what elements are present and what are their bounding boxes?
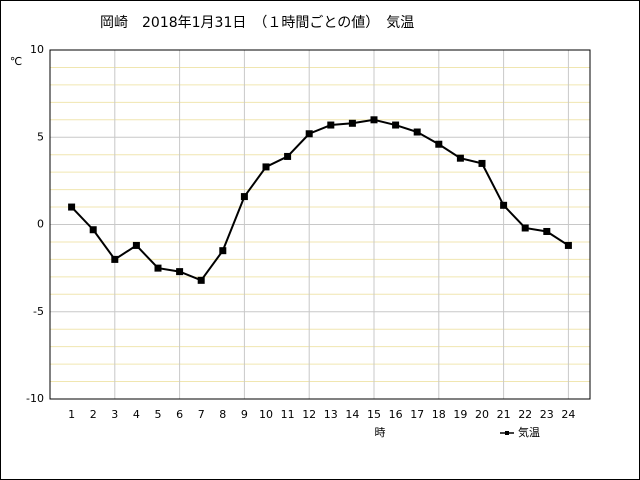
legend-label: 気温: [518, 425, 540, 439]
point: [478, 159, 486, 167]
y-tick-label: -10: [26, 392, 44, 405]
point: [240, 193, 248, 201]
y-tick-label: 10: [30, 43, 44, 56]
point: [89, 226, 97, 234]
x-tick-label: 13: [324, 408, 338, 421]
x-tick-label: 9: [241, 408, 248, 421]
x-tick-label: 18: [432, 408, 446, 421]
x-tick-label: 7: [198, 408, 205, 421]
point: [521, 224, 529, 232]
point: [305, 130, 313, 138]
point: [262, 163, 270, 171]
point: [111, 255, 119, 263]
x-tick-label: 17: [410, 408, 424, 421]
x-tick-label: 20: [475, 408, 489, 421]
x-tick-label: 3: [111, 408, 118, 421]
point: [564, 241, 572, 249]
x-tick-label: 10: [259, 408, 273, 421]
point: [435, 140, 443, 148]
point: [132, 241, 140, 249]
series-line: [70, 118, 569, 282]
point: [500, 201, 508, 209]
point: [413, 128, 421, 136]
point: [370, 116, 378, 124]
point: [348, 119, 356, 127]
x-axis-label: 時: [375, 426, 386, 439]
point: [197, 276, 205, 284]
point: [284, 152, 292, 160]
point: [392, 121, 400, 129]
point: [154, 264, 162, 272]
point: [543, 227, 551, 235]
chart-title: 岡崎 2018年1月31日 （１時間ごとの値） 気温: [100, 15, 414, 31]
point: [176, 268, 184, 276]
x-tick-label: 6: [176, 408, 183, 421]
x-tick-label: 2: [90, 408, 97, 421]
plot-border: [49, 49, 591, 400]
y-unit: ℃: [10, 55, 22, 68]
legend-marker: [505, 431, 509, 435]
point: [68, 203, 76, 211]
point: [219, 247, 227, 255]
y-tick-label: 0: [37, 218, 44, 231]
x-tick-label: 4: [133, 408, 140, 421]
x-tick-label: 21: [497, 408, 511, 421]
x-tick-label: 11: [281, 408, 295, 421]
y-tick-label: -5: [33, 305, 44, 318]
y-tick-label: 5: [37, 130, 44, 143]
x-tick-label: 12: [302, 408, 316, 421]
x-tick-label: 23: [540, 408, 554, 421]
x-tick-label: 14: [345, 408, 359, 421]
x-tick-label: 16: [389, 408, 403, 421]
x-tick-label: 1: [68, 408, 75, 421]
x-tick-label: 22: [518, 408, 532, 421]
x-tick-label: 5: [155, 408, 162, 421]
point: [327, 121, 335, 129]
x-tick-label: 15: [367, 408, 381, 421]
x-tick-label: 19: [453, 408, 467, 421]
point: [456, 154, 464, 162]
x-tick-label: 24: [561, 408, 575, 421]
x-tick-label: 8: [219, 408, 226, 421]
